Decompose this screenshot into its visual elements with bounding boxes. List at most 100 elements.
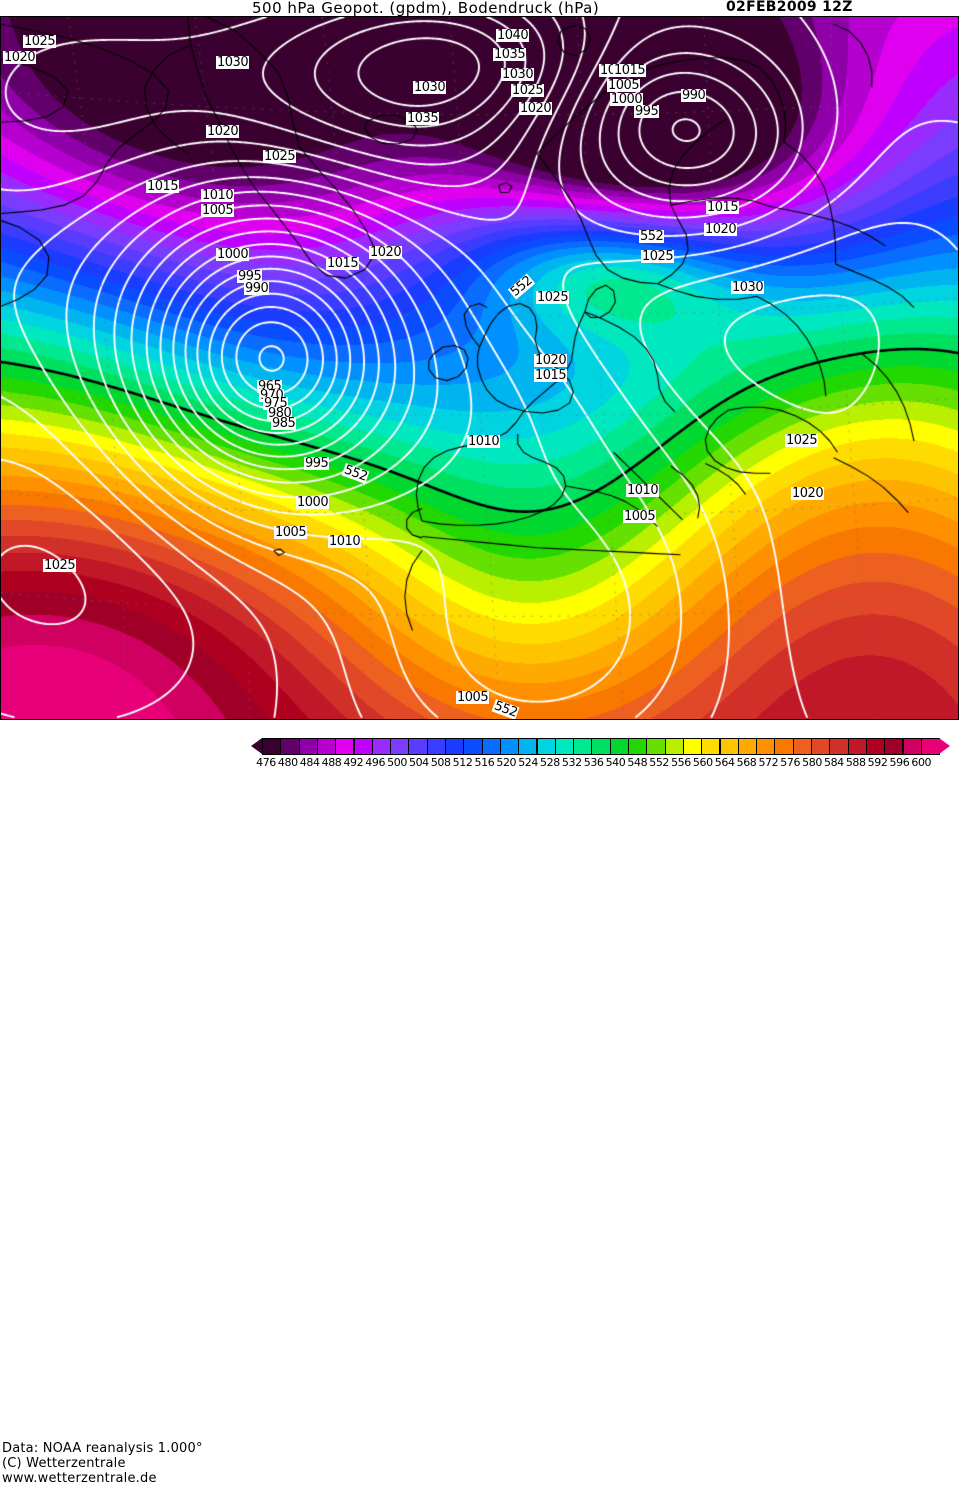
colorbar-swatch: [902, 738, 922, 755]
colorbar-swatch: [737, 738, 758, 755]
colorbar-swatch: [445, 738, 465, 755]
isobar-label: 995: [304, 456, 330, 471]
isobar-label: 995: [237, 269, 263, 284]
isobar-label: 1020: [534, 353, 568, 368]
isobar-label: 1015: [326, 256, 360, 271]
isobar-label: 1035: [493, 47, 527, 62]
colorbar-swatch: [609, 738, 629, 755]
colorbar-tick: 500: [387, 756, 407, 769]
isobar-label: 1025: [511, 83, 545, 98]
isobar-label: 1025: [536, 290, 570, 305]
isobar-label: 980: [267, 406, 293, 421]
isobar-label: 1040: [496, 28, 530, 43]
colorbar-tick: 576: [780, 756, 801, 769]
colorbar-swatch: [573, 738, 593, 755]
colorbar-swatch: [829, 738, 849, 755]
colorbar-swatch: [774, 738, 794, 755]
isobar-label: 1015: [146, 179, 180, 194]
isobar-label: 1030: [216, 55, 250, 70]
colorbar-swatch: [920, 738, 941, 755]
isobar-label: 1030: [501, 67, 535, 82]
colorbar-swatch: [628, 738, 648, 755]
colorbar-tick: 548: [627, 756, 648, 769]
isobar-label: 990: [681, 88, 707, 103]
colorbar-tick: 516: [474, 756, 495, 769]
colorbar-tick: 480: [277, 756, 298, 769]
colorbar-swatch: [682, 738, 703, 755]
colorbar-tick: 592: [867, 756, 888, 769]
isobar-label: 1025: [785, 433, 819, 448]
isobar-label: 990: [244, 281, 270, 296]
colorbar-swatch: [262, 738, 282, 755]
valid-date-label: 02FEB2009 12Z: [726, 0, 853, 15]
colorbar-tick: 596: [889, 756, 910, 769]
map-panel[interactable]: 1025 1020 1030 1035 1030 1040 1035 1030 1025 1020…: [0, 16, 959, 720]
title-bar: 500 hPa Geopot. (gpdm), Bodendruck (hPa)…: [0, 0, 959, 17]
website-label: www.wetterzentrale.de: [2, 1471, 157, 1486]
colorbar-tick: 556: [671, 756, 691, 769]
colorbar-tick: 476: [256, 756, 276, 769]
colorbar-tick: 580: [802, 756, 822, 769]
colorbar-swatch: [408, 738, 428, 755]
isobar-label: 1005: [607, 78, 641, 93]
geopotential-contour-label: 552: [639, 229, 665, 244]
colorbar-swatch: [847, 738, 867, 755]
isobar-label: 1015: [706, 200, 740, 215]
isobar-label: 1005: [201, 203, 235, 218]
isobar-label: 1010: [467, 434, 501, 449]
isobar-label: 1020: [704, 222, 738, 237]
isobar-label: 1015: [534, 368, 568, 383]
colorbar-arrow-left-icon: [251, 738, 262, 754]
isobar-label: 1005: [623, 509, 657, 524]
colorbar-swatch: [280, 738, 300, 755]
colorbar-tick: 584: [823, 756, 844, 769]
colorbar-swatch: [353, 738, 373, 755]
isobar-label: 1005: [456, 690, 490, 705]
colorbar-tick: 488: [321, 756, 342, 769]
data-source-label: Data: NOAA reanalysis 1.000°: [2, 1441, 203, 1456]
colorbar-swatch: [298, 738, 318, 755]
isobar-label: 1015: [613, 63, 647, 78]
colorbar-tick: 528: [540, 756, 560, 769]
isobar-label: 1020: [369, 245, 403, 260]
colorbar-swatch: [499, 738, 520, 755]
colorbar-swatch: [811, 738, 831, 755]
colorbar-tick: 508: [430, 756, 451, 769]
isobar-label: 1010: [328, 534, 362, 549]
isobar-label: 1000: [216, 247, 250, 262]
colorbar-tick: 572: [758, 756, 779, 769]
colorbar-swatch: [591, 738, 611, 755]
colorbar-tick: 564: [714, 756, 735, 769]
colorbar-tick: 512: [452, 756, 473, 769]
colorbar-swatch: [884, 738, 904, 755]
colorbar-swatch: [463, 738, 483, 755]
isobar-label: 1030: [731, 280, 765, 295]
isobar-label: 1020: [519, 101, 553, 116]
colorbar-tick: 536: [583, 756, 604, 769]
colorbar-swatch: [426, 738, 446, 755]
colorbar-swatch: [792, 738, 812, 755]
map-canvas[interactable]: [1, 17, 958, 719]
colorbar-swatch: [865, 738, 886, 755]
colorbar-swatch: [390, 738, 410, 755]
colorbar-tick: 520: [496, 756, 517, 769]
colorbar-swatch: [316, 738, 337, 755]
colorbar-swatch: [646, 738, 666, 755]
isobar-label: 1005: [274, 525, 308, 540]
colorbar-swatch: [481, 738, 501, 755]
isobar-label: 1010: [201, 188, 235, 203]
isobar-label: 1000: [296, 495, 330, 510]
isobar-label: 1020: [206, 124, 240, 139]
colorbar-arrow-right-icon: [939, 738, 951, 754]
colorbar-swatch: [719, 738, 739, 755]
isobar-label: 1000: [610, 92, 644, 107]
colorbar-tick: 600: [911, 756, 932, 769]
colorbar-tick: 484: [299, 756, 320, 769]
isobar-label: 1010: [626, 483, 660, 498]
colorbar-tick: 532: [561, 756, 582, 769]
isobar-label: 1035: [406, 111, 440, 126]
colorbar-tick: 560: [692, 756, 713, 769]
isobar-label: 975: [263, 396, 289, 411]
colorbar-swatch: [756, 738, 776, 755]
